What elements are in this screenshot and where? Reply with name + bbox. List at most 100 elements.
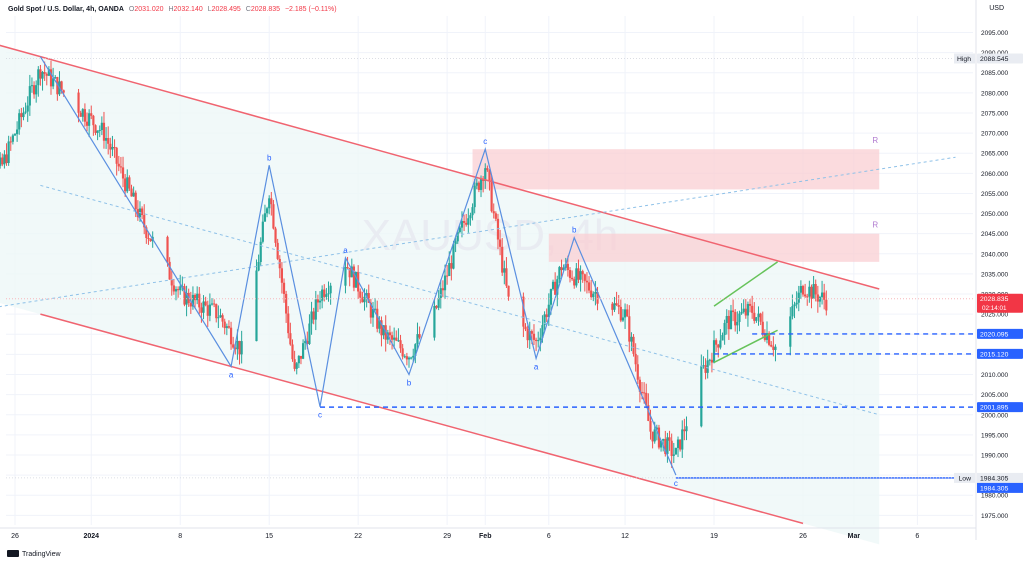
candle-body [494, 213, 497, 219]
open-label: O [128, 6, 135, 13]
candle-body [177, 289, 180, 291]
candle-body [659, 440, 663, 448]
candle-body [712, 340, 716, 363]
candle-body [547, 304, 550, 318]
candle-body [388, 332, 392, 336]
candle-body [761, 321, 764, 334]
candle-body [674, 447, 678, 455]
candle-body [793, 304, 796, 307]
candle-body [490, 180, 493, 212]
candle-body [623, 309, 627, 318]
price-tick-label: 2040.000 [981, 251, 1008, 258]
candle-body [560, 267, 563, 271]
level-price-tag-bg [977, 328, 1023, 339]
candle-body [293, 359, 296, 369]
tradingview-brand[interactable]: TradingView [7, 550, 61, 558]
level-price-tag: 2015.120 [980, 351, 1009, 358]
candle-body [100, 122, 103, 131]
candle-body [221, 315, 224, 322]
candle-body [291, 344, 294, 360]
candle-body [272, 204, 275, 229]
price-tick-label: 2025.000 [981, 312, 1008, 319]
candle-body [647, 405, 650, 421]
candle-body [717, 344, 720, 348]
candle-body [35, 85, 38, 95]
candle-body [700, 366, 703, 427]
candle-body [20, 113, 23, 118]
high-value: 2032.140 [173, 6, 203, 13]
wave-label: c [318, 411, 322, 420]
candle-body [280, 268, 284, 283]
wave-label: a [534, 362, 539, 371]
resistance-label: R [872, 221, 878, 230]
candle-body [708, 359, 711, 361]
candle-body [297, 355, 300, 364]
candle-body [621, 317, 625, 321]
candle-body [753, 312, 756, 321]
candle-body [816, 294, 819, 302]
resistance-label: R [872, 136, 878, 145]
candle-body [505, 268, 508, 286]
candle-body [149, 238, 152, 242]
candle-body [477, 182, 481, 190]
candle-body [768, 333, 771, 345]
dashed-trendline-2[interactable] [0, 156, 956, 314]
candle-body [628, 316, 631, 342]
high-marker-label: High [957, 56, 971, 63]
candle-body [77, 92, 80, 113]
elliott-wave-path[interactable] [39, 56, 677, 476]
candle-body [380, 320, 383, 336]
tradingview-logo-icon [7, 550, 19, 557]
candle-body [613, 303, 616, 310]
candle-body [744, 308, 747, 316]
candle-body [134, 192, 137, 210]
candle-body [140, 208, 144, 215]
candle-body [128, 177, 131, 189]
channel-lower-line[interactable] [40, 313, 804, 525]
dashed-trendline-1[interactable] [40, 184, 880, 416]
candle-body [539, 337, 542, 341]
price-tick-label: 2095.000 [981, 30, 1008, 37]
candle-body [344, 267, 347, 286]
candle-body [471, 207, 474, 216]
candle-body [359, 291, 362, 298]
candle-body [257, 261, 260, 271]
time-tick-label: Feb [479, 533, 491, 540]
candle-body [348, 267, 351, 278]
candle-body [469, 215, 472, 219]
candle-body [524, 326, 527, 330]
candle-body [719, 340, 722, 348]
candle-body [170, 279, 173, 286]
candle-body [282, 282, 286, 294]
candle-body [215, 304, 218, 319]
high-price-tag-bg [977, 53, 1023, 64]
candle-body [592, 293, 595, 298]
currency-label[interactable]: USD [989, 5, 1004, 12]
candle-body [43, 72, 46, 74]
candle-body [486, 168, 489, 171]
green-channel-lower[interactable] [713, 329, 778, 364]
candle-body [806, 296, 809, 298]
candle-body [617, 305, 620, 307]
candle-body [475, 182, 478, 186]
candle-body [22, 112, 25, 118]
candle-body [295, 363, 298, 369]
candle-body [810, 286, 813, 299]
candle-body [117, 163, 120, 167]
candle-body [619, 306, 622, 321]
candle-body [727, 315, 730, 330]
symbol-title: Gold Spot / U.S. Dollar, 4h, OANDA [8, 6, 124, 13]
green-channel-upper[interactable] [713, 261, 779, 307]
candle-body [543, 314, 546, 326]
candle-body [49, 69, 53, 87]
candle-body [13, 134, 17, 136]
candle-body [39, 69, 42, 79]
channel-upper-line[interactable] [0, 36, 880, 290]
price-tick-label: 2065.000 [981, 151, 1008, 158]
candle-body [611, 303, 614, 310]
candle-body [704, 365, 707, 373]
low-price-tag-bg [977, 472, 1023, 483]
candle-body [310, 311, 313, 324]
candle-body [670, 440, 673, 456]
